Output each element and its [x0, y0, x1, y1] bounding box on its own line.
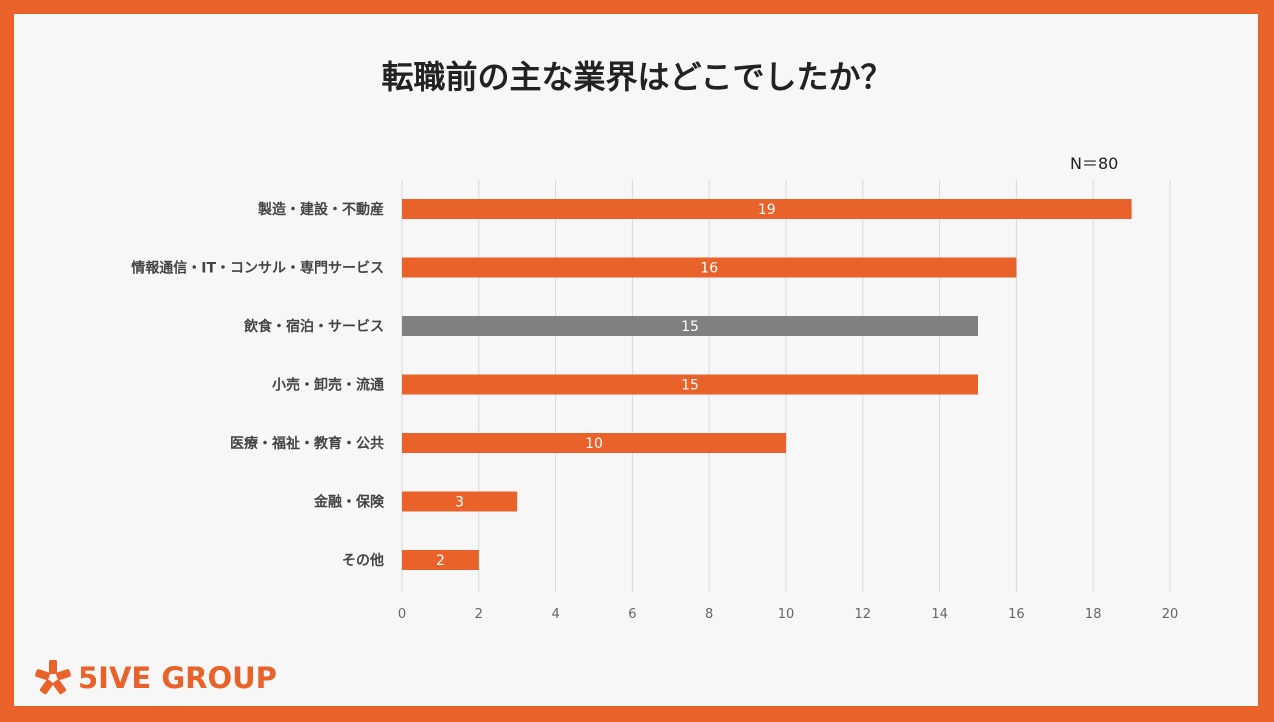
x-tick-label: 12 — [855, 607, 872, 622]
x-tick-label: 2 — [475, 607, 483, 622]
category-label: 金融・保険 — [313, 494, 385, 511]
bar-value-label: 15 — [681, 378, 699, 394]
category-label: 飲食・宿泊・サービス — [243, 318, 384, 335]
sample-size-label: N＝80 — [1070, 154, 1119, 173]
bar — [402, 257, 1017, 278]
x-tick-label: 4 — [551, 607, 559, 622]
category-labels: 製造・建設・不動産情報通信・IT・コンサル・専門サービス飲食・宿泊・サービス小売… — [131, 201, 385, 569]
bar — [402, 491, 518, 512]
x-axis-ticks: 0 2 4 6 8 10 12 14 16 18 20 — [398, 607, 1178, 622]
bar-value-label: 16 — [700, 261, 718, 277]
x-tick-label: 20 — [1162, 607, 1179, 622]
bar — [402, 374, 978, 395]
category-label: 小売・卸売・流通 — [272, 377, 384, 394]
category-label: その他 — [342, 552, 384, 569]
x-tick-label: 18 — [1085, 607, 1102, 622]
chart-panel — [14, 14, 1258, 706]
category-label: 製造・建設・不動産 — [257, 201, 384, 218]
bars: 19 16 15 15 10 3 2 — [402, 199, 1132, 570]
bar — [402, 550, 479, 570]
bar-value-label: 3 — [455, 495, 464, 511]
x-tick-label: 6 — [628, 607, 636, 622]
x-tick-label: 16 — [1008, 607, 1025, 622]
bar-value-label: 15 — [681, 319, 699, 335]
category-label: 医療・福祉・教育・公共 — [230, 435, 384, 452]
bar-value-label: 2 — [436, 553, 445, 569]
bar — [402, 199, 1132, 219]
bar-value-label: 19 — [758, 202, 776, 218]
chart-title: 転職前の主な業界はどこでしたか？ — [381, 58, 893, 96]
star-burst-icon — [35, 660, 71, 695]
x-tick-label: 8 — [705, 607, 713, 622]
x-tick-label: 14 — [931, 607, 948, 622]
category-label: 情報通信・IT・コンサル・専門サービス — [131, 260, 384, 277]
bar — [402, 433, 786, 453]
x-tick-label: 10 — [778, 607, 795, 622]
logo-text: 5IVE GROUP — [78, 661, 277, 695]
bar-value-label: 10 — [585, 436, 603, 452]
brand-logo: 5IVE GROUP — [34, 658, 277, 698]
bar — [402, 316, 978, 336]
x-tick-label: 0 — [398, 607, 406, 622]
